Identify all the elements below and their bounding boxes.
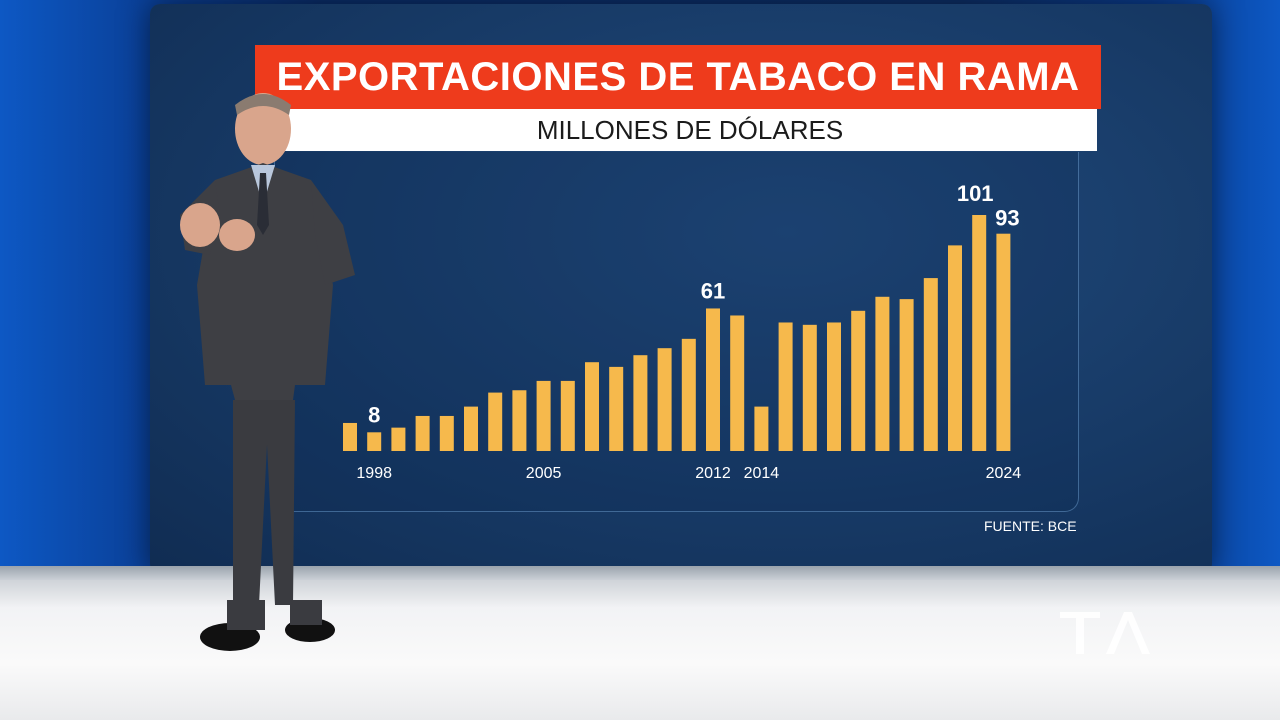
bar-2007 <box>585 362 599 451</box>
data-label-2012: 61 <box>701 278 725 303</box>
bars-group <box>343 215 1011 451</box>
bar-2001 <box>439 415 454 451</box>
bar-2012 <box>706 308 720 451</box>
bar-1997 <box>343 422 357 451</box>
chart-title: EXPORTACIONES DE TABACO EN RAMA <box>255 45 1101 109</box>
bar-2011 <box>681 338 696 451</box>
bar-2015 <box>778 322 793 451</box>
bar-2022 <box>948 245 962 451</box>
bar-2002 <box>464 406 478 451</box>
data-label-2023: 101 <box>957 181 994 206</box>
bar-1998 <box>367 432 382 451</box>
chart-frame <box>274 152 1079 512</box>
bar-2009 <box>633 355 648 451</box>
bar-2014 <box>754 406 769 451</box>
tick-label-2005: 2005 <box>526 465 562 482</box>
bar-2020 <box>899 299 914 451</box>
tick-label-2014: 2014 <box>744 465 780 482</box>
studio-floor <box>0 580 1280 720</box>
tick-label-2012: 2012 <box>695 465 731 482</box>
bar-2019 <box>875 296 890 451</box>
tick-labels-group: 1998 2005 2012 2014 2024 <box>356 465 1021 482</box>
bar-2024 <box>996 233 1011 451</box>
source-note: FUENTE: BCE <box>984 518 1077 534</box>
tick-label-1998: 1998 <box>356 465 392 482</box>
bar-2018 <box>851 310 866 451</box>
bar-2005 <box>536 380 551 451</box>
bar-2004 <box>512 390 527 451</box>
data-label-1998: 8 <box>368 402 380 427</box>
bar-2000 <box>415 415 430 451</box>
floor-edge <box>0 566 1280 584</box>
bar-2023 <box>972 215 987 451</box>
bar-2021 <box>923 278 938 451</box>
tick-label-2024: 2024 <box>986 465 1022 482</box>
bar-2010 <box>657 348 672 451</box>
bar-2013 <box>730 315 745 451</box>
bar-2003 <box>488 392 503 451</box>
presenter-figure <box>180 93 355 651</box>
bar-2017 <box>827 322 841 451</box>
data-label-2024: 93 <box>995 206 1019 231</box>
bar-2016 <box>802 324 817 451</box>
bar-1999 <box>391 427 406 451</box>
channel-logo <box>1060 612 1150 654</box>
chart-subtitle: MILLONES DE DÓLARES <box>283 109 1097 151</box>
bar-2006 <box>560 380 575 451</box>
bar-2008 <box>609 366 624 451</box>
